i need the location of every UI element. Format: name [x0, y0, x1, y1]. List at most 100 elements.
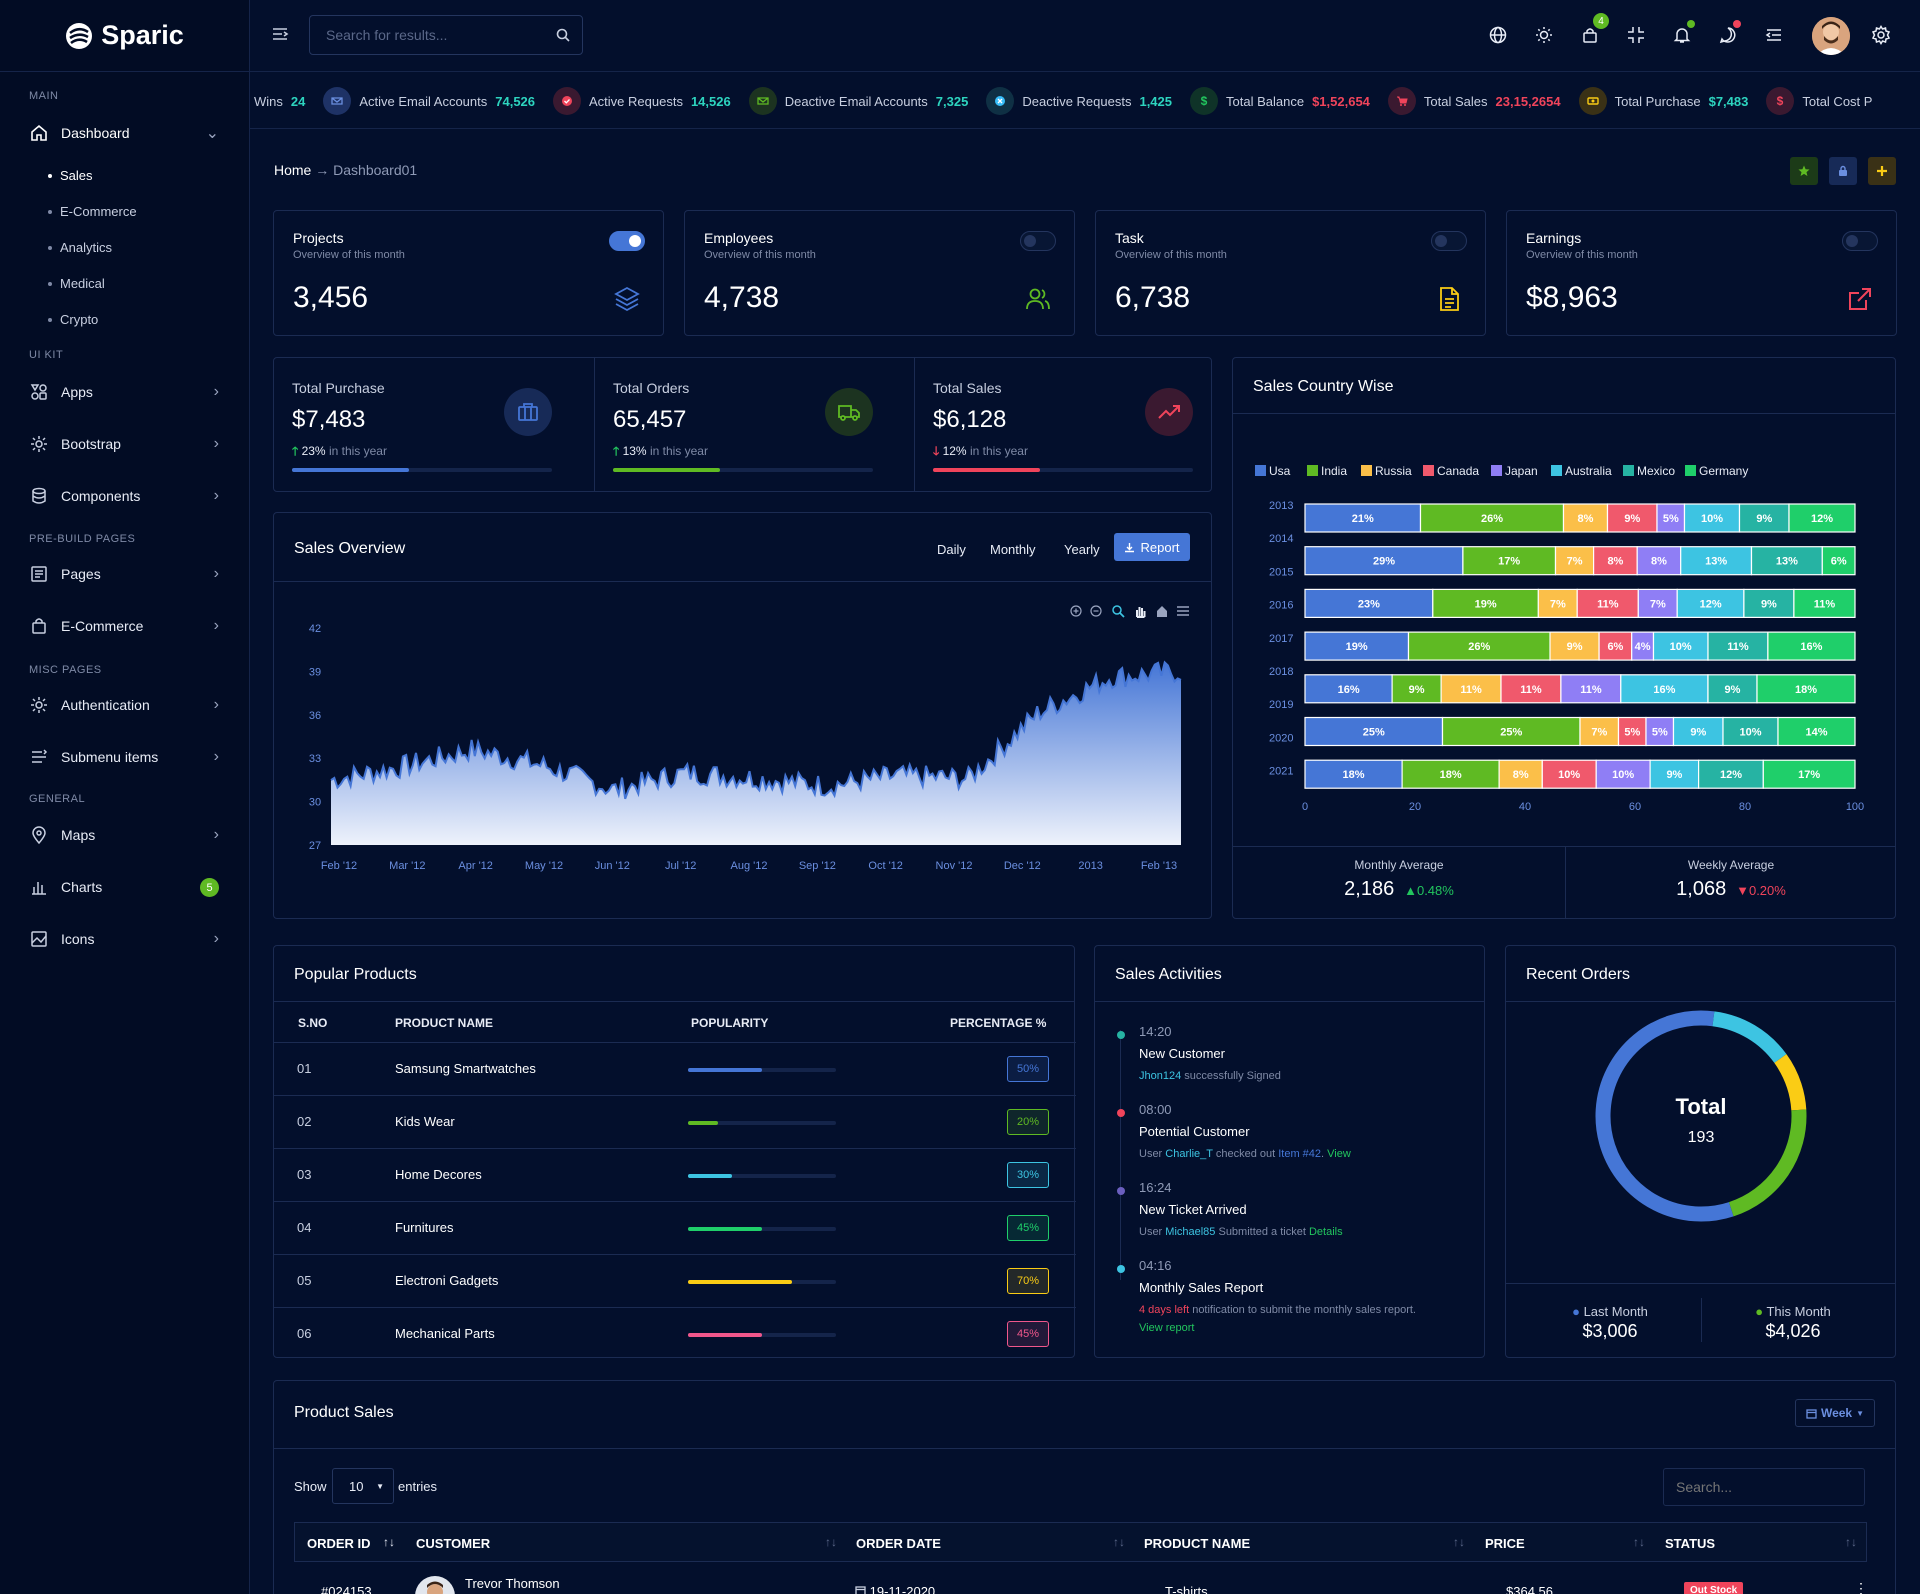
lock-button[interactable] [1829, 157, 1857, 185]
donut-segment[interactable] [1578, 1006, 1825, 1239]
favorite-button[interactable] [1790, 157, 1818, 185]
sidebar-toggle-icon[interactable] [271, 25, 289, 46]
sidebar-item-apps[interactable]: Apps › [29, 378, 219, 406]
add-button[interactable] [1868, 157, 1896, 185]
tab-yearly[interactable]: Yearly [1064, 542, 1100, 557]
sidebar-sub-crypto[interactable]: Crypto [48, 312, 98, 327]
sidebar-item-components[interactable]: Components › [29, 482, 219, 510]
table-search-input[interactable] [1664, 1469, 1864, 1505]
bar-segment[interactable] [1676, 588, 1745, 618]
item-link[interactable]: Item #42 [1278, 1148, 1322, 1160]
bar-segment[interactable] [1620, 674, 1709, 704]
sidebar-item-submenu[interactable]: Submenu items › [29, 743, 219, 771]
col-customer[interactable]: CUSTOMER [416, 1535, 491, 1551]
kebab-menu-icon[interactable]: ⋮ [1854, 1580, 1868, 1594]
stat-toggle[interactable] [1431, 231, 1467, 251]
cart-icon[interactable]: 4 [1577, 13, 1609, 48]
sidebar-item-charts[interactable]: Charts 5 [29, 873, 219, 901]
bar-segment[interactable] [1652, 631, 1709, 661]
table-row[interactable]: 01 Samsung Smartwatches 50% [274, 1042, 1076, 1095]
sort-asc-icon[interactable]: ↑↓ [383, 1535, 395, 1549]
bar-segment[interactable] [1462, 546, 1557, 576]
legend-item[interactable]: Germany [1685, 464, 1748, 478]
details-link[interactable]: Details [1308, 1226, 1343, 1238]
stat-toggle[interactable] [1020, 231, 1056, 251]
stat-toggle[interactable] [609, 231, 645, 251]
bar-segment[interactable] [1788, 503, 1856, 533]
globe-icon[interactable] [1485, 22, 1511, 48]
donut-segment[interactable] [1578, 1006, 1825, 1239]
bar-segment[interactable] [1750, 546, 1823, 576]
bar-segment[interactable] [1777, 716, 1856, 747]
legend-item[interactable]: Usa [1255, 464, 1291, 478]
col-price[interactable]: PRICE [1485, 1535, 1525, 1551]
sidebar-item-maps[interactable]: Maps › [29, 821, 219, 849]
bar-segment[interactable] [1560, 674, 1622, 704]
bar-segment[interactable] [1767, 631, 1856, 661]
bar-segment[interactable] [1562, 503, 1609, 533]
sidebar-item-pages[interactable]: Pages › [29, 560, 219, 588]
bar-segment[interactable] [1707, 674, 1758, 704]
bar-segment[interactable] [1401, 759, 1500, 789]
bar-segment[interactable] [1304, 546, 1464, 576]
sidebar-sub-sales[interactable]: Sales [48, 168, 93, 183]
table-row[interactable]: 04 Furnitures 45% [274, 1201, 1076, 1254]
menu-icon[interactable] [1177, 606, 1189, 616]
bar-segment[interactable] [1595, 759, 1651, 789]
table-row[interactable]: 03 Home Decores 30% [274, 1148, 1076, 1201]
table-row[interactable]: 05 Electroni Gadgets 70% [274, 1254, 1076, 1307]
sidebar-item-icons[interactable]: Icons › [29, 925, 219, 953]
breadcrumb-home[interactable]: Home [274, 162, 312, 178]
bar-segment[interactable] [1649, 759, 1700, 789]
bar-segment[interactable] [1304, 631, 1410, 661]
user-link[interactable]: Michael85 [1165, 1226, 1216, 1238]
bar-segment[interactable] [1537, 588, 1578, 618]
search-icon[interactable] [556, 28, 570, 42]
legend-item[interactable]: Japan [1491, 464, 1538, 478]
bar-segment[interactable] [1432, 588, 1540, 618]
table-row[interactable]: #024153 Trevor Thomson 19-11-2020 T-shir… [294, 1562, 1868, 1594]
sort-icon[interactable]: ↑↓ [1633, 1535, 1645, 1549]
col-order-id[interactable]: ORDER ID [307, 1535, 371, 1551]
stat-toggle[interactable] [1842, 231, 1878, 251]
view-report-link[interactable]: View report [1139, 1322, 1195, 1334]
bar-segment[interactable] [1541, 759, 1597, 789]
table-row[interactable]: 06 Mechanical Parts 45% [274, 1307, 1076, 1360]
donut-segment[interactable] [1578, 1006, 1825, 1239]
chat-icon[interactable] [1715, 20, 1741, 48]
bar-segment[interactable] [1821, 546, 1856, 576]
week-dropdown[interactable]: Week ▼ [1795, 1399, 1875, 1427]
zoom-out-icon[interactable] [1090, 605, 1102, 617]
sidebar-sub-analytics[interactable]: Analytics [48, 240, 112, 255]
legend-item[interactable]: India [1307, 464, 1347, 478]
sidebar-right-icon[interactable] [1761, 22, 1787, 48]
pan-icon[interactable] [1136, 607, 1146, 618]
entries-select[interactable]: 10 ▼ [332, 1468, 394, 1504]
sort-icon[interactable]: ↑↓ [1113, 1535, 1125, 1549]
col-status[interactable]: STATUS [1665, 1535, 1716, 1551]
bar-segment[interactable] [1304, 588, 1434, 618]
home-icon[interactable] [1157, 606, 1167, 617]
fullscreen-icon[interactable] [1623, 22, 1649, 48]
zoom-select-icon[interactable] [1112, 605, 1125, 618]
donut-segment[interactable] [1578, 1006, 1825, 1239]
legend-item[interactable]: Australia [1551, 464, 1612, 478]
bar-segment[interactable] [1793, 588, 1856, 618]
sidebar-item-bootstrap[interactable]: Bootstrap › [29, 430, 219, 458]
bar-segment[interactable] [1756, 674, 1856, 704]
bar-segment[interactable] [1549, 631, 1600, 661]
bar-segment[interactable] [1579, 716, 1620, 747]
sidebar-item-dashboard[interactable]: Dashboard ⌄ [29, 119, 219, 147]
bar-segment[interactable] [1304, 503, 1422, 533]
col-order-date[interactable]: ORDER DATE [856, 1535, 941, 1551]
gear-icon[interactable] [1868, 22, 1894, 48]
report-button[interactable]: Report [1114, 533, 1190, 561]
sidebar-item-authentication[interactable]: Authentication › [29, 691, 219, 719]
bell-icon[interactable] [1669, 20, 1695, 48]
sidebar-item-ecommerce[interactable]: E-Commerce › [29, 612, 219, 640]
user-link[interactable]: Jhon124 [1139, 1070, 1182, 1082]
bar-segment[interactable] [1304, 674, 1393, 704]
bar-segment[interactable] [1440, 674, 1502, 704]
zoom-in-icon[interactable] [1070, 605, 1082, 617]
bar-segment[interactable] [1722, 716, 1779, 747]
